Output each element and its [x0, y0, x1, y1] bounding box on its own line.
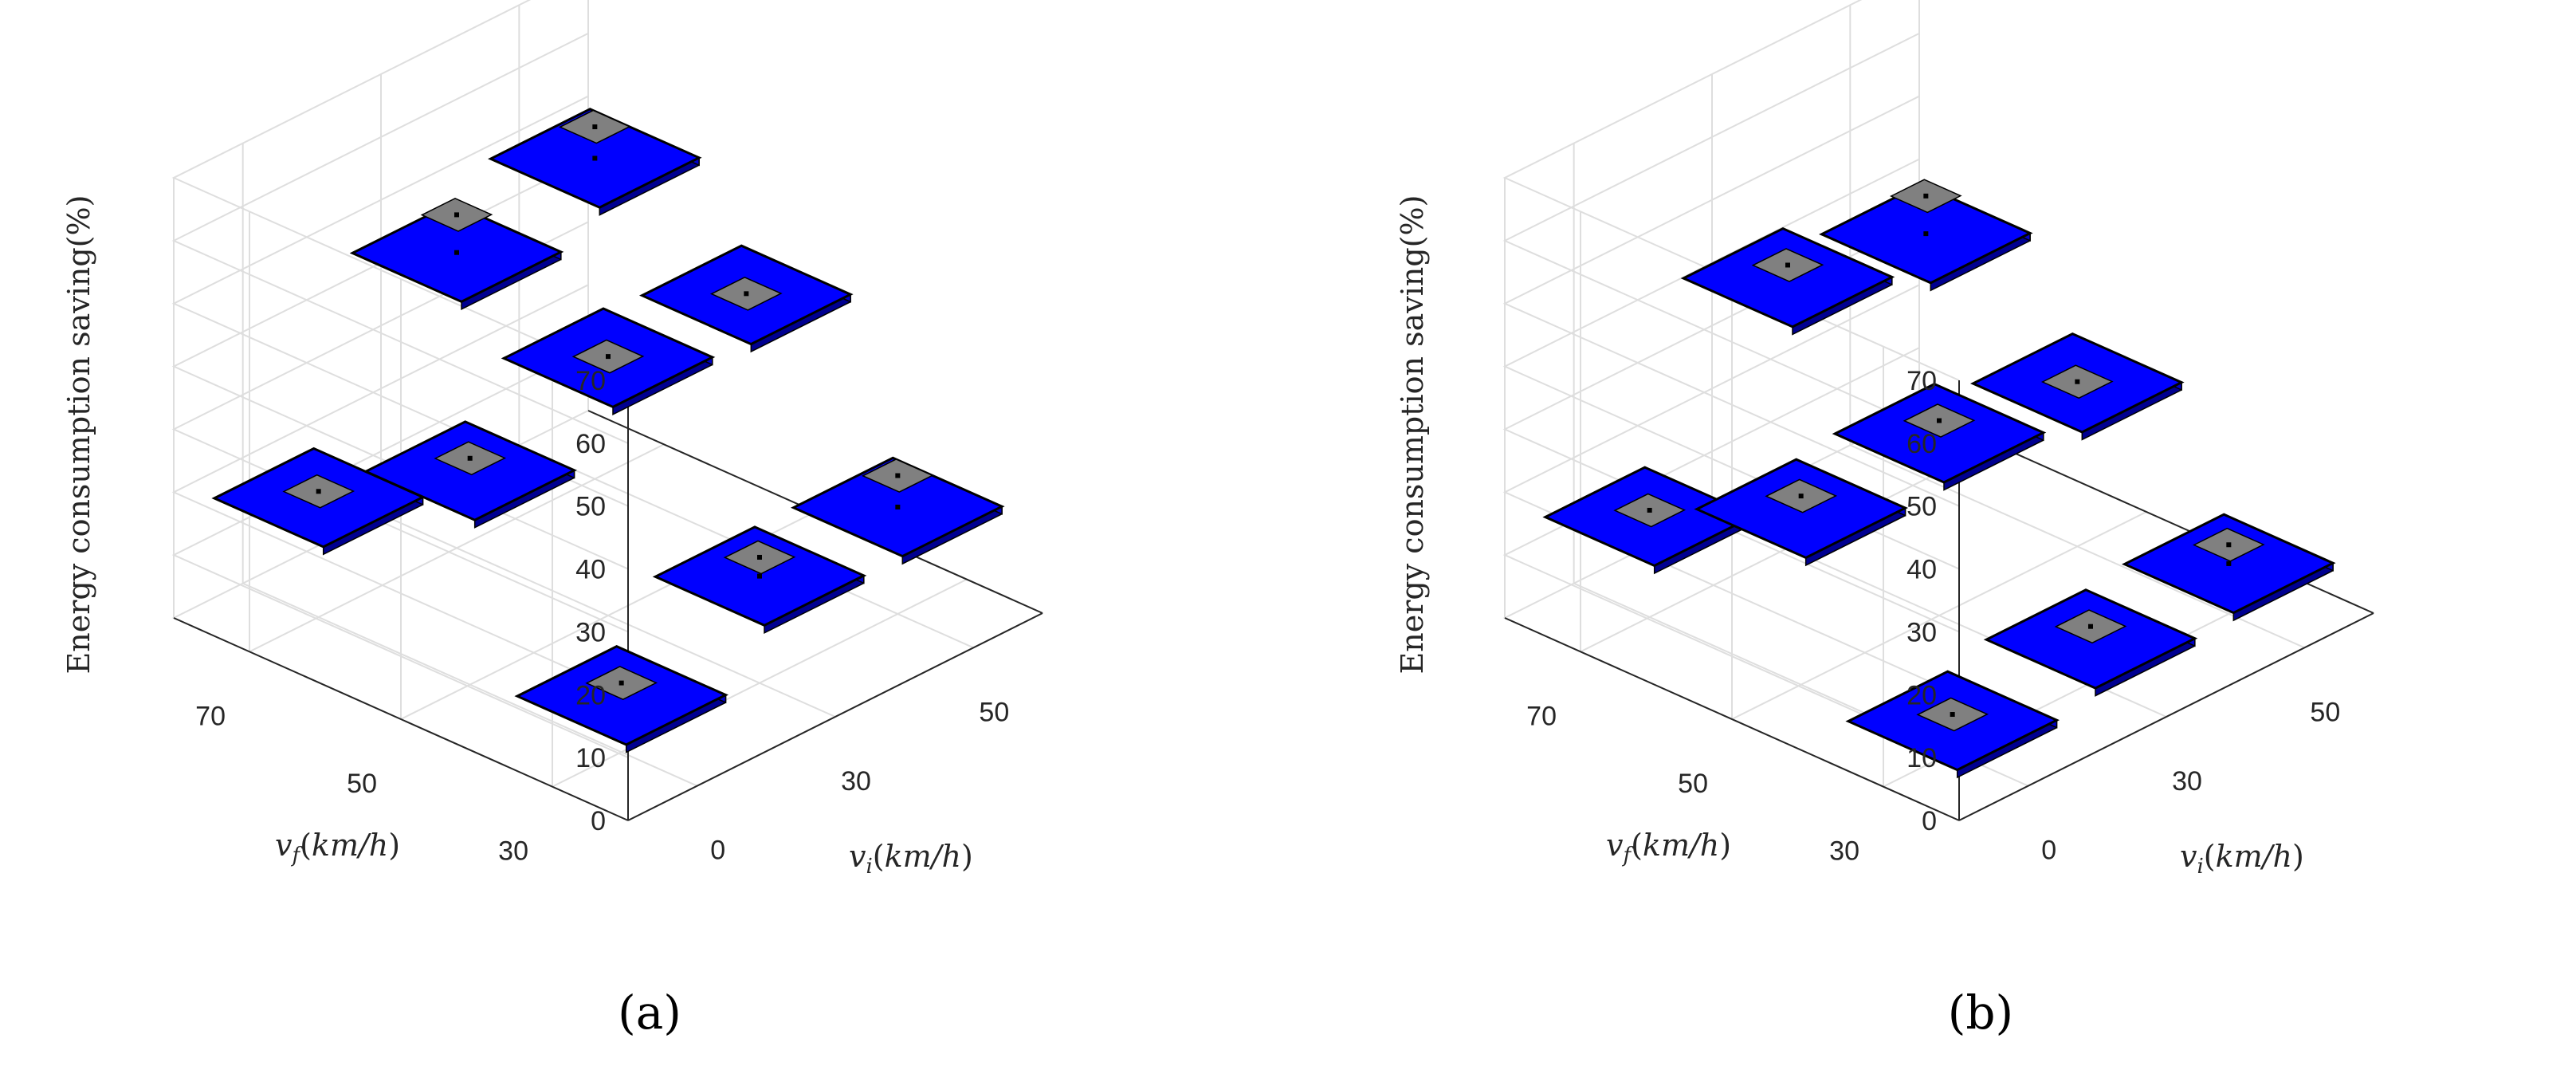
mean-marker: [316, 489, 321, 494]
z-tick-label: 50: [575, 492, 606, 522]
z-tick-label: 0: [591, 806, 606, 836]
value-marker: [895, 504, 901, 509]
caption-b: (b): [1948, 985, 2013, 1040]
bar-tile: [501, 307, 716, 416]
bar-tile: [1694, 458, 1909, 567]
gridline-y-floor: [552, 578, 968, 788]
z-tick-label: 30: [575, 617, 606, 647]
z-tick-label: 20: [575, 680, 606, 710]
z-tick-label: 40: [575, 555, 606, 585]
bars-panel-b: [1542, 179, 2336, 779]
y-tick-label: 30: [1829, 836, 1859, 867]
mean-marker: [2226, 542, 2232, 548]
y-axis-line: [173, 617, 629, 821]
z-tick-label: 70: [575, 366, 606, 396]
bars-panel-a: [211, 108, 1005, 753]
bar-tile: [1818, 179, 2033, 292]
y-tick-label: 70: [1526, 701, 1557, 731]
bar-tile: [790, 456, 1005, 565]
bar-tile: [487, 108, 702, 216]
x-tick-label: 0: [2041, 836, 2056, 866]
bar-tile: [638, 244, 854, 353]
z-axis-label: Energy consumption saving(%): [1395, 195, 1430, 675]
mean-marker: [744, 291, 749, 297]
x-tick-label: 50: [979, 697, 1009, 727]
gridline-y-floor: [1731, 511, 2147, 720]
caption-a: (a): [618, 985, 681, 1040]
mean-marker: [1923, 193, 1929, 199]
z-axis-label: Energy consumption saving(%): [61, 195, 96, 675]
mean-marker: [1798, 494, 1804, 499]
x-tick-label: 0: [710, 836, 725, 866]
z-tick-label: 60: [1906, 429, 1937, 459]
y-tick-label: 30: [498, 836, 528, 867]
bar-tile: [2121, 513, 2336, 622]
z-tick-label: 40: [1906, 555, 1937, 585]
bar-tile: [363, 420, 578, 529]
z-tick-label: 30: [1906, 617, 1937, 647]
y-axis-label: vf(km/h): [1606, 828, 1731, 867]
bar-tile: [1832, 382, 2047, 491]
value-marker: [2226, 561, 2232, 566]
x-tick-label: 30: [841, 766, 871, 797]
panel-b: 0 10 20 30 40 50 60 70 70 50 30 0 30 50 Energy consum…: [1395, 0, 2374, 1040]
mean-marker: [2088, 624, 2093, 629]
z-tick-label: 70: [1906, 366, 1937, 396]
ticks-panel-a: 0 10 20 30 40 50 60 70 70 50 30 0 30 50: [195, 366, 1009, 867]
value-marker: [592, 155, 598, 161]
x-axis-line: [1958, 612, 2374, 821]
bar-tile: [1969, 332, 2185, 441]
gridline-y-floor: [249, 443, 665, 653]
ticks-panel-b: 0 10 20 30 40 50 60 70 70 50 30 0 30 50: [1526, 366, 2340, 867]
mean-marker: [1937, 418, 1942, 423]
bar-tile: [652, 525, 867, 635]
y-tick-label: 50: [347, 769, 377, 799]
z-tick-label: 60: [575, 429, 606, 459]
y-tick-label: 70: [195, 701, 226, 731]
z-tick-label: 10: [1906, 743, 1937, 773]
bar-tile: [1845, 670, 2060, 779]
z-tick-label: 20: [1906, 680, 1937, 710]
mean-marker: [757, 554, 762, 560]
mean-marker: [467, 455, 473, 461]
x-axis-label: vi(km/h): [2180, 839, 2304, 879]
bar-tile: [514, 645, 729, 753]
y-axis-label: vf(km/h): [275, 828, 400, 867]
panel-a: 0 10 20 30 40 50 60 70 70 50 30 0 30 50 Energy consum…: [61, 0, 1043, 1040]
mean-marker: [618, 680, 624, 686]
z-tick-label: 10: [575, 743, 606, 773]
mean-marker: [592, 124, 598, 130]
z-tick-label: 0: [1922, 806, 1937, 836]
value-marker: [757, 573, 762, 579]
bar-tile: [211, 446, 426, 556]
mean-marker: [1785, 262, 1790, 268]
y-axis-line: [1504, 617, 1960, 821]
mean-marker: [1647, 507, 1652, 513]
z-tick-label: 50: [1906, 492, 1937, 522]
x-tick-label: 30: [2172, 766, 2202, 797]
bar-tile: [349, 197, 564, 311]
x-axis-line: [627, 612, 1043, 821]
bar-tile: [1983, 588, 2198, 697]
x-axis-label: vi(km/h): [849, 839, 973, 879]
value-marker: [1923, 231, 1929, 237]
y-tick-label: 50: [1678, 769, 1708, 799]
mean-marker: [454, 212, 459, 218]
mean-marker: [2075, 379, 2080, 384]
mean-marker: [1950, 712, 1955, 718]
bar-tile: [1680, 226, 1895, 336]
x-tick-label: 50: [2310, 697, 2340, 727]
mean-marker: [895, 473, 901, 478]
mean-marker: [606, 354, 611, 360]
value-marker: [454, 250, 459, 255]
